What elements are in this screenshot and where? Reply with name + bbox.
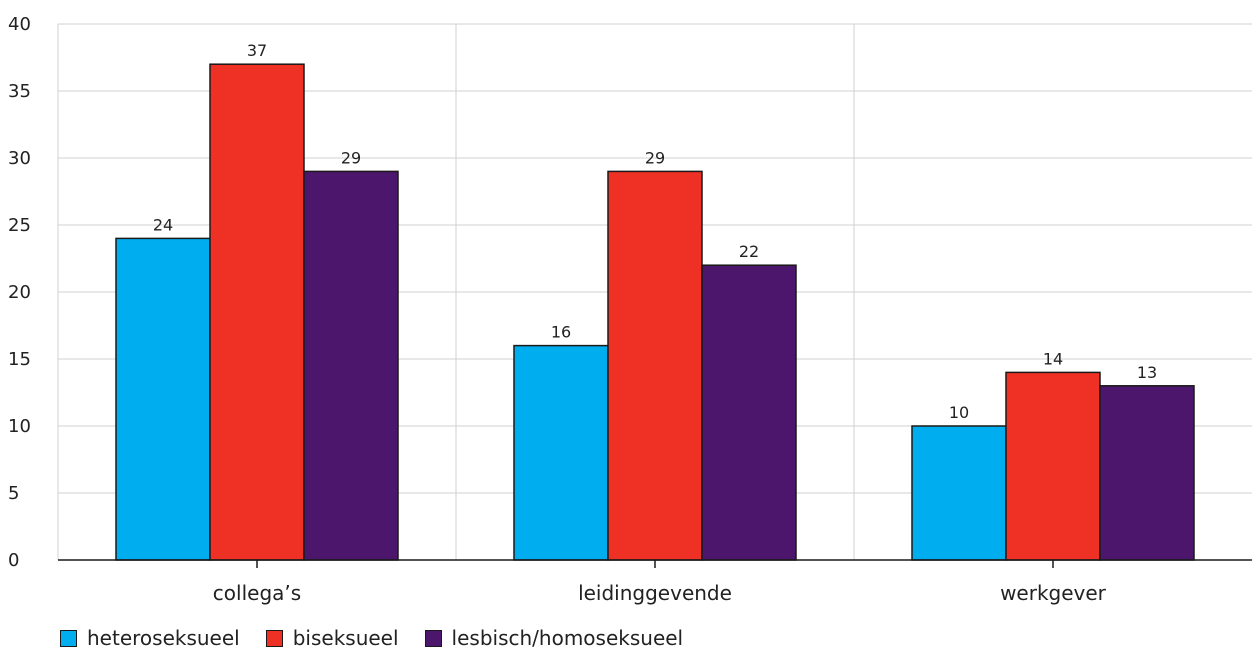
y-tick-label: 10: [8, 416, 31, 437]
legend-swatch: [60, 629, 77, 647]
bar: [513, 344, 609, 561]
bar: [701, 264, 797, 561]
x-tick-label: werkgever: [1000, 581, 1107, 605]
x-tick-label: leidinggevende: [578, 581, 732, 605]
x-tick-label: collega’s: [213, 581, 301, 605]
data-label: 29: [341, 148, 361, 167]
legend: heteroseksueel biseksueel lesbisch/homosek…: [60, 626, 709, 650]
y-tick-label: 0: [8, 550, 19, 571]
legend-label: biseksueel: [292, 626, 399, 650]
y-tick-label: 25: [8, 215, 31, 236]
bar: [1099, 385, 1195, 561]
y-tick-label: 5: [8, 483, 19, 504]
bar: [1005, 371, 1101, 561]
legend-item: lesbisch/homoseksueel: [424, 626, 684, 650]
data-label: 37: [247, 41, 267, 60]
y-tick-label: 30: [8, 148, 31, 169]
axes: [58, 559, 1252, 568]
y-tick-label: 15: [8, 349, 31, 370]
data-label: 24: [153, 215, 173, 234]
bar-chart: 0 5 10 15 20 25 30 35 40 24 37 29 collega’s 16 29 22 lei…: [8, 14, 1252, 605]
legend-item: biseksueel: [265, 626, 399, 650]
legend-label: lesbisch/homoseksueel: [451, 626, 684, 650]
data-label: 10: [949, 403, 969, 422]
y-tick-label: 40: [8, 14, 31, 35]
data-label: 16: [551, 323, 571, 342]
data-label: 22: [739, 242, 759, 261]
bar: [209, 63, 305, 561]
bar: [911, 425, 1007, 561]
bar: [303, 170, 399, 561]
data-label: 29: [645, 148, 665, 167]
legend-swatch: [265, 629, 283, 647]
legend-item: heteroseksueel: [60, 626, 240, 650]
data-label: 14: [1043, 349, 1063, 368]
y-tick-label: 20: [8, 282, 31, 303]
legend-label: heteroseksueel: [87, 626, 240, 650]
bar: [115, 237, 211, 561]
y-tick-label: 35: [8, 81, 31, 102]
labels: 0 5 10 15 20 25 30 35 40 24 37 29 collega’s 16 29 22 lei…: [8, 14, 1157, 605]
bar: [607, 170, 703, 561]
data-label: 13: [1137, 363, 1157, 382]
legend-swatch: [424, 629, 442, 647]
bars: [115, 63, 1195, 561]
